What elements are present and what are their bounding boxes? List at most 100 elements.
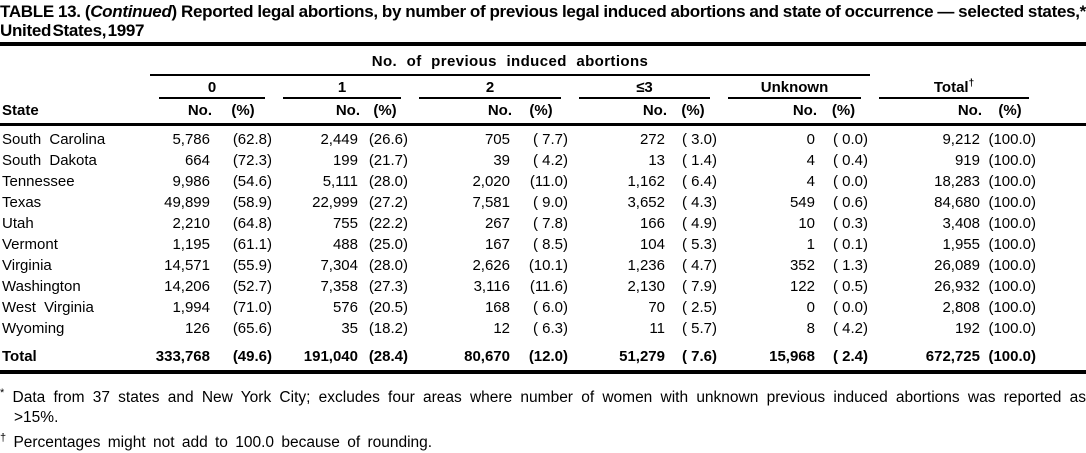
table-row: South Dakota 664 (72.3) 199 (21.7) 39 ( 4.2) 13… (0, 150, 1086, 171)
no-cell: 2,449 (320, 131, 358, 148)
no-cell: 84,680 (934, 194, 980, 211)
pct-header: (%) (667, 99, 719, 126)
pct-cell: ( 0.1) (832, 236, 868, 253)
pct-cell: ( 5.3) (681, 236, 717, 253)
no-cell: 49,899 (164, 194, 210, 211)
no-cell: 199 (332, 152, 358, 169)
no-cell: 15,968 (769, 348, 815, 365)
abortions-table: State No. of previous induced abortions … (0, 50, 1086, 370)
pct-cell: ( 4.2) (832, 320, 868, 337)
no-cell: 35 (341, 320, 358, 337)
no-cell: 122 (789, 278, 815, 295)
table-row: Wyoming 126 (65.6) 35 (18.2) 12 ( 6.3) 11 ( 5.7)… (0, 318, 1086, 339)
pct-header: (%) (512, 99, 570, 126)
pct-cell: ( 4.2) (532, 152, 568, 169)
pct-cell: ( 0.5) (832, 278, 868, 295)
pct-cell: (100.0) (988, 215, 1036, 232)
pct-cell: ( 6.4) (681, 173, 717, 190)
no-cell: 3,116 (473, 278, 510, 295)
no-cell: 166 (639, 215, 665, 232)
footnote-dagger-marker: † (0, 432, 7, 445)
group-header-row: 0 1 2 ≤3 Unknown Total† (0, 75, 1086, 99)
no-header: No. (274, 99, 360, 126)
footnote-asterisk-marker: * (0, 387, 5, 399)
state-cell: Utah (2, 215, 34, 232)
pct-cell: ( 7.8) (532, 215, 568, 232)
no-header: No. (410, 99, 512, 126)
no-header: No. (870, 99, 982, 126)
no-cell: 18,283 (934, 173, 980, 190)
table-body: South Carolina 5,786 (62.8) 2,449 (26.6) 705 (… (0, 125, 1086, 371)
title-prefix: TABLE 13. ( (0, 2, 91, 21)
pct-cell: ( 4.9) (681, 215, 717, 232)
no-cell: 13 (648, 152, 665, 169)
group-label: 0 (159, 76, 265, 99)
no-cell: 2,020 (472, 173, 510, 190)
spacer-cell (1038, 255, 1086, 276)
pct-cell: (27.3) (368, 278, 408, 295)
spacer-cell (1038, 171, 1086, 192)
pct-cell: (11.6) (529, 278, 568, 295)
spacer-column (1038, 50, 1086, 126)
pct-cell: (49.6) (232, 348, 272, 365)
pct-cell: ( 0.4) (832, 152, 868, 169)
group-header-2: 2 (410, 75, 570, 99)
spacer-cell (1038, 234, 1086, 255)
no-cell: 3,652 (627, 194, 665, 211)
no-cell: 919 (954, 152, 980, 169)
table-title: TABLE 13. (Continued) Reported legal abo… (0, 0, 1086, 42)
pct-cell: (100.0) (988, 152, 1036, 169)
pct-cell: ( 6.0) (532, 299, 568, 316)
no-cell: 191,040 (303, 348, 358, 365)
state-cell: Total (2, 348, 37, 365)
group-header-≤3: ≤3 (570, 75, 719, 99)
pct-cell: (61.1) (232, 236, 272, 253)
group-label: Unknown (728, 76, 861, 99)
no-cell: 8 (806, 320, 815, 337)
no-cell: 755 (332, 215, 358, 232)
no-cell: 9,986 (172, 173, 210, 190)
footnotes: * Data from 37 states and New York City;… (0, 374, 1086, 453)
spacer-cell (1038, 276, 1086, 297)
no-cell: 333,768 (155, 348, 210, 365)
spanner-header: No. of previous induced abortions (150, 50, 870, 76)
group-label: Total† (879, 75, 1029, 99)
spacer-cell (1038, 297, 1086, 318)
pct-cell: (10.1) (528, 257, 568, 274)
group-header-total: Total† (870, 75, 1038, 99)
pct-header: (%) (360, 99, 410, 126)
pct-cell: (55.9) (232, 257, 272, 274)
no-cell: 7,358 (320, 278, 358, 295)
no-cell: 7,581 (472, 194, 510, 211)
no-cell: 7,304 (320, 257, 358, 274)
pct-cell: ( 6.3) (532, 320, 568, 337)
table-row: Virginia 14,571 (55.9) 7,304 (28.0) 2,626 (10.… (0, 255, 1086, 276)
no-cell: 576 (332, 299, 358, 316)
pct-cell: (71.0) (232, 299, 272, 316)
group-header-0: 0 (150, 75, 274, 99)
pct-cell: ( 7.7) (532, 131, 568, 148)
spacer-cell (1038, 318, 1086, 339)
total-row: Total 333,768 (49.6) 191,040 (28.4) 80,670 (12… (0, 339, 1086, 370)
title-rule (0, 42, 1086, 46)
no-header: No. (570, 99, 667, 126)
group-label: ≤3 (579, 76, 710, 99)
no-cell: 1,955 (942, 236, 980, 253)
no-cell: 549 (789, 194, 815, 211)
no-header: No. (150, 99, 212, 126)
pct-cell: (64.8) (232, 215, 272, 232)
table-row: West Virginia 1,994 (71.0) 576 (20.5) 168 ( 6.… (0, 297, 1086, 318)
no-cell: 2,130 (627, 278, 665, 295)
pct-cell: (27.2) (368, 194, 408, 211)
no-cell: 26,932 (934, 278, 980, 295)
pct-cell: ( 4.3) (681, 194, 717, 211)
state-cell: West Virginia (2, 299, 94, 316)
no-cell: 664 (184, 152, 210, 169)
pct-header: (%) (212, 99, 274, 126)
pct-cell: (20.5) (368, 299, 408, 316)
spacer-cell (1038, 339, 1086, 370)
no-cell: 3,408 (942, 215, 980, 232)
pct-cell: (12.0) (528, 348, 568, 365)
pct-cell: (72.3) (232, 152, 272, 169)
spanner-gap (870, 50, 1038, 75)
